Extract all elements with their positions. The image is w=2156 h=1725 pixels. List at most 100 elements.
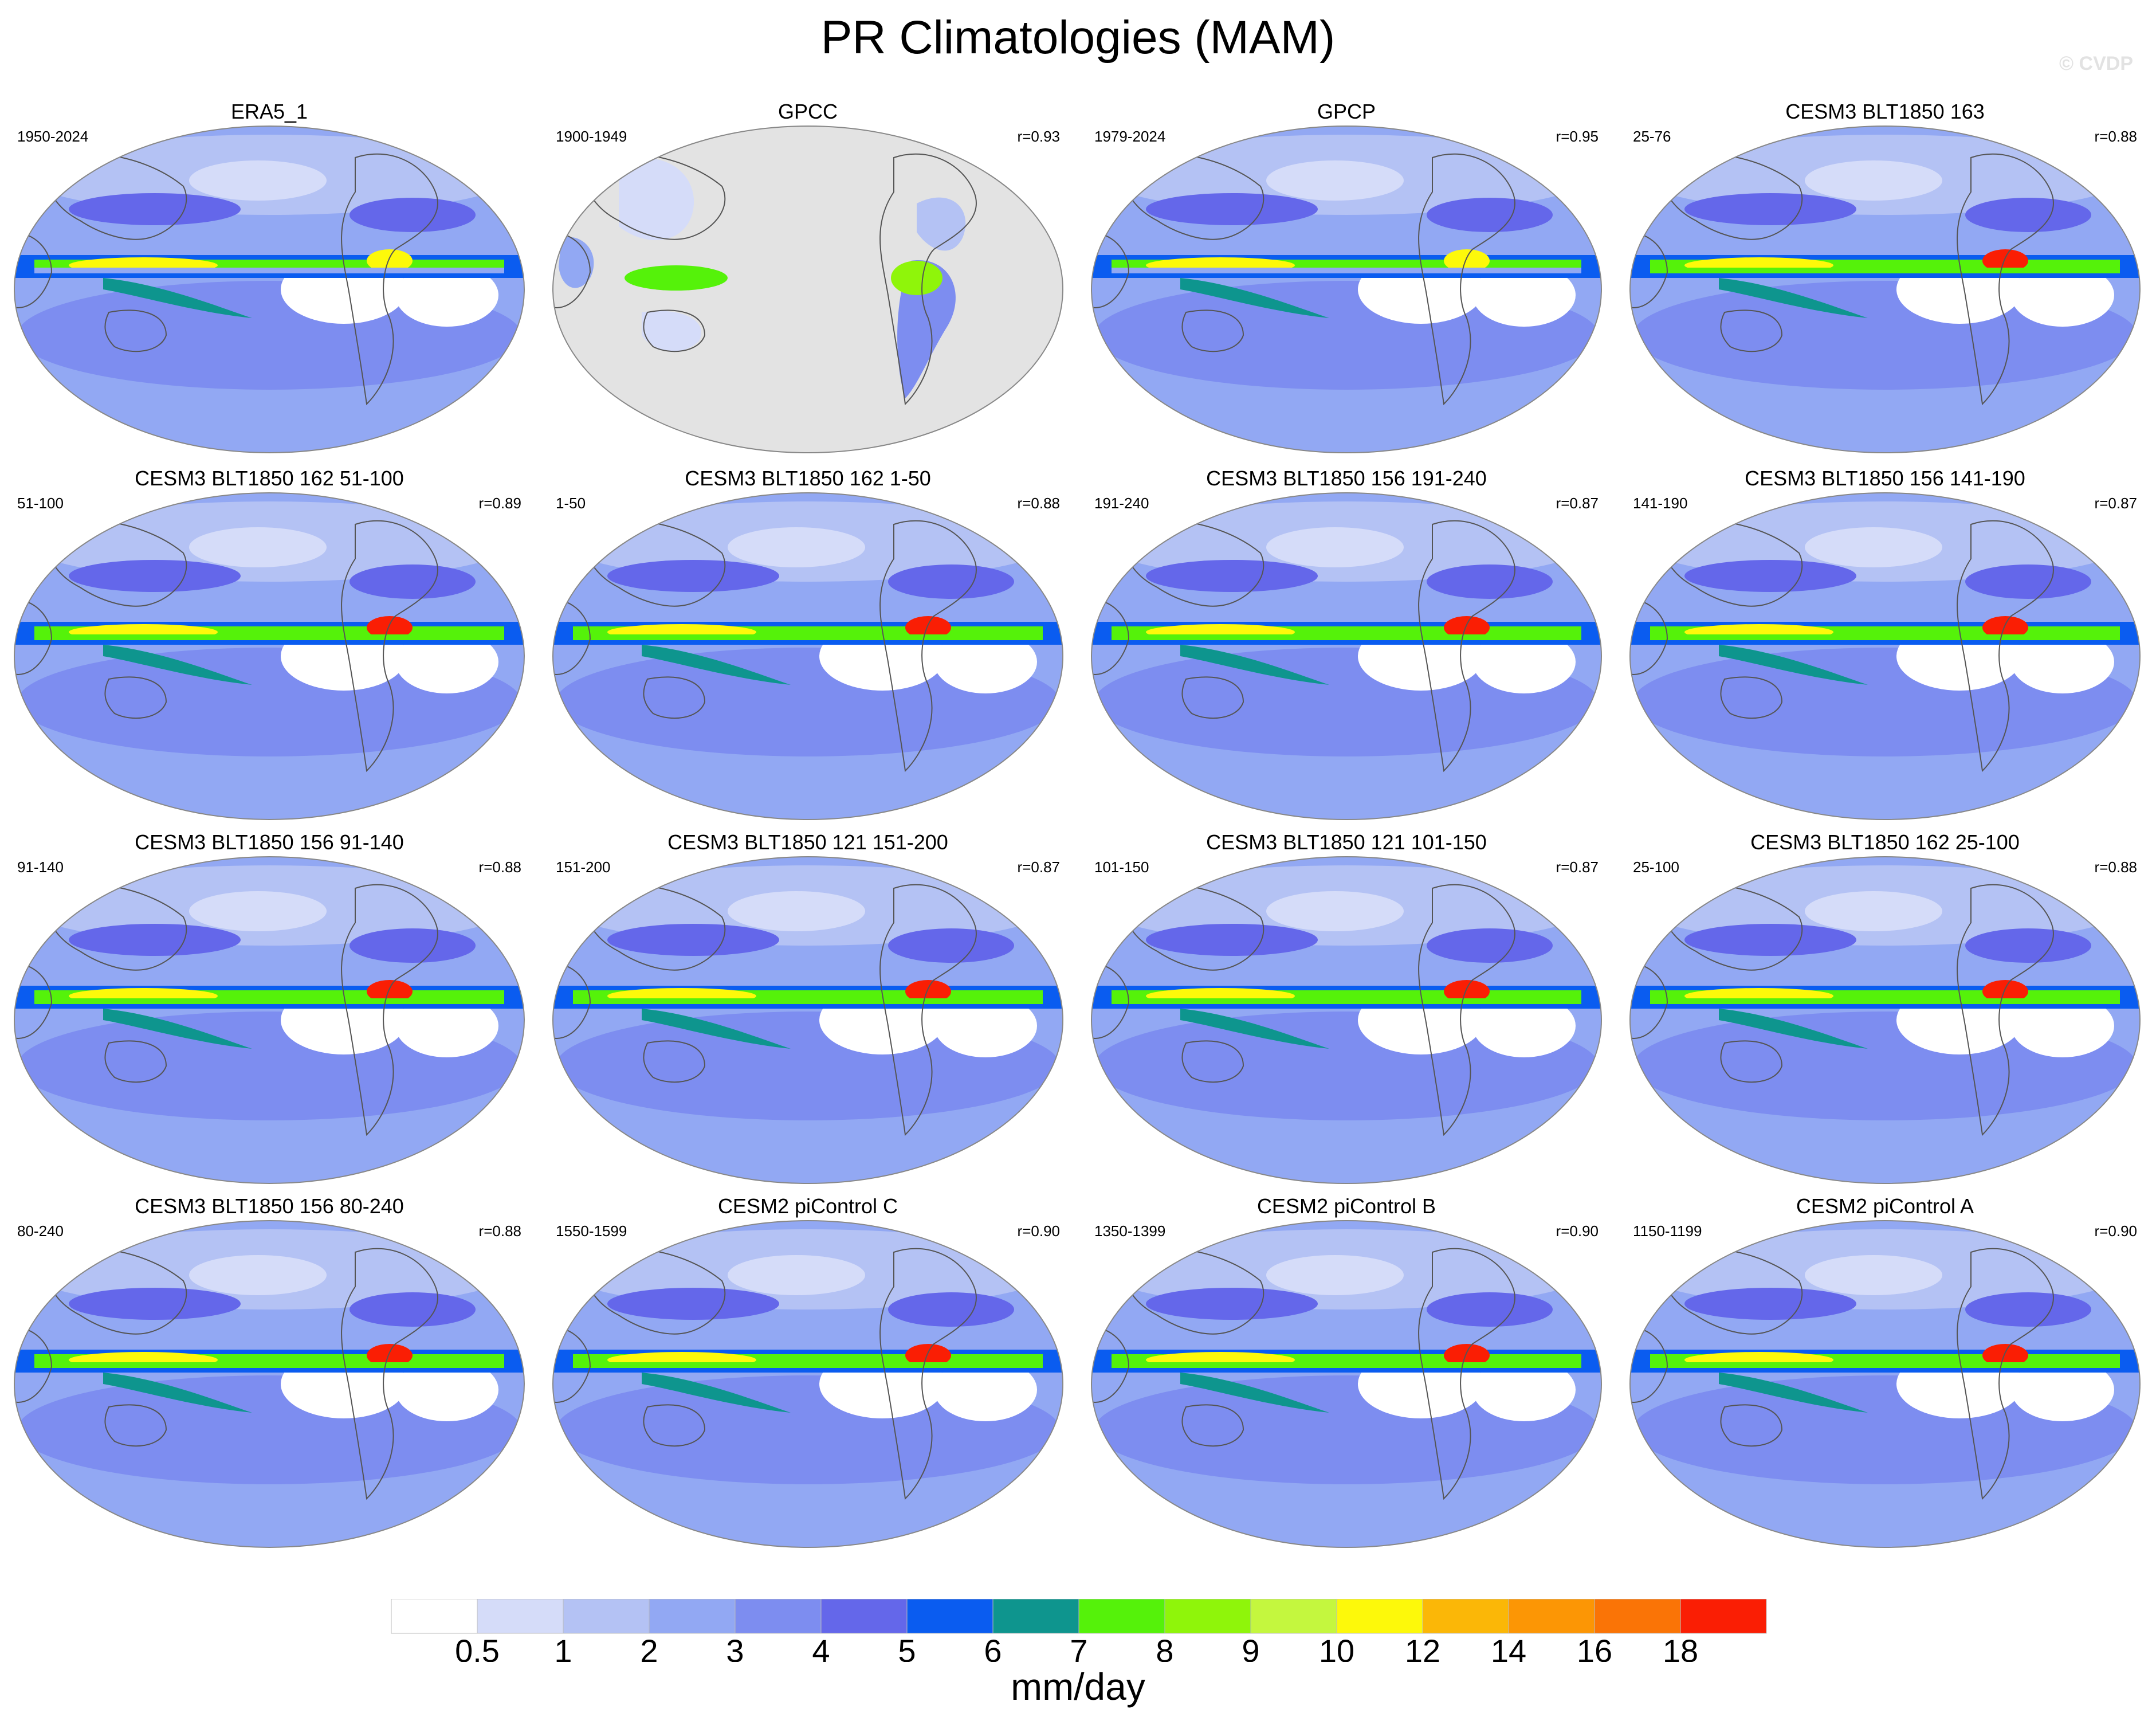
spcz: [642, 1009, 791, 1049]
north-atlantic-storm-track: [349, 1292, 476, 1327]
spcz: [103, 645, 252, 685]
amazon-max: [1444, 980, 1490, 1003]
africa-outline: [14, 962, 53, 1039]
panel-pattern-correlation: r=0.88: [1017, 495, 1060, 512]
americas-outline: [1418, 153, 1515, 406]
spcz: [103, 278, 252, 318]
africa-outline: [14, 231, 53, 308]
panel-period: 1900-1949: [556, 128, 627, 145]
amazon-max: [367, 980, 413, 1003]
south-atlantic-dry: [1472, 264, 1576, 327]
colorbar-swatch-8: [992, 1599, 1079, 1634]
north-pacific-storm-track: [69, 193, 241, 225]
amazon-max: [905, 980, 951, 1003]
north-atlantic-storm-track: [888, 564, 1014, 599]
eurasia-outline: [1660, 1247, 1803, 1335]
north-pacific-storm-track: [1146, 193, 1318, 225]
panel-period: 1-50: [556, 495, 586, 512]
panel-map: [14, 856, 525, 1184]
colorbar-tick-label: 10: [1319, 1633, 1354, 1662]
eurasia-outline: [1121, 519, 1264, 607]
panel-map-container: [1627, 1218, 2143, 1553]
australia-precip: [642, 311, 701, 352]
panel-map: [1091, 492, 1602, 820]
panel-map-container: [11, 123, 527, 458]
panel-map-container: [550, 490, 1066, 825]
eurasia-outline: [44, 519, 187, 607]
panel-period: 1979-2024: [1094, 128, 1166, 145]
north-atlantic-storm-track: [1427, 198, 1553, 232]
panel-period: 80-240: [17, 1222, 64, 1240]
map-border: [1091, 1220, 1602, 1548]
colorbar-swatch-12: [1336, 1599, 1423, 1634]
panel-title: GPCC: [777, 100, 838, 123]
north-atlantic-storm-track: [1427, 564, 1553, 599]
panel-period: 91-140: [17, 858, 64, 876]
north-atlantic-storm-track: [888, 1292, 1014, 1327]
north-atlantic-storm-track: [349, 928, 476, 963]
south-atlantic-dry: [395, 994, 498, 1057]
americas-outline: [879, 153, 977, 406]
colorbar-tick-label: 4: [812, 1633, 830, 1662]
eurasia-outline: [44, 152, 187, 240]
australia-outline: [1181, 309, 1244, 352]
panel-title: CESM3 BLT1850 156 141-190: [1745, 466, 2025, 490]
panel-period: 25-100: [1633, 858, 1679, 876]
map-panel-cesm3-blt1850-162-1-50: CESM3 BLT1850 162 1-50 1-50 r=0.88: [544, 467, 1071, 822]
australia-outline: [1181, 1040, 1244, 1083]
amazon-max: [367, 249, 413, 272]
south-atlantic-dry: [2011, 994, 2114, 1057]
panel-map-container: [550, 854, 1066, 1189]
africa-outline: [1091, 598, 1130, 675]
map-border: [1629, 126, 2141, 453]
australia-outline: [643, 1040, 706, 1083]
amazon-max: [905, 1344, 951, 1367]
panel-title: CESM3 BLT1850 156 91-140: [135, 830, 404, 854]
panel-map: [552, 126, 1063, 453]
colorbar: 0.5 1 2 3 4 5 6 7 8 9 10 12 14 16 18: [391, 1599, 1767, 1662]
panel-title: CESM3 BLT1850 156 80-240: [135, 1194, 404, 1218]
north-pacific-storm-track: [607, 924, 779, 956]
australia-outline: [1720, 1404, 1783, 1447]
double-itcz: [1112, 1362, 1581, 1368]
australia-outline: [643, 1404, 706, 1447]
map-border: [1091, 492, 1602, 820]
double-itcz: [34, 1362, 504, 1368]
panel-map-container: [1089, 123, 1604, 458]
panel-title: CESM3 BLT1850 162 51-100: [135, 466, 404, 490]
amazon-max: [891, 261, 942, 295]
amazon-max: [1444, 1344, 1490, 1367]
eurasia-outline: [583, 1247, 726, 1335]
map-panel-era5-1: ERA5_1 1950-2024: [6, 100, 533, 456]
eurasia-outline: [1121, 152, 1264, 240]
south-atlantic-dry: [2011, 264, 2114, 327]
panel-map-container: [1089, 1218, 1604, 1553]
north-atlantic-storm-track: [1427, 1292, 1553, 1327]
panel-pattern-correlation: r=0.90: [1556, 1222, 1599, 1240]
spcz: [1719, 1009, 1868, 1049]
north-pacific-storm-track: [1684, 924, 1856, 956]
eurasia-outline: [44, 1247, 187, 1335]
south-atlantic-dry: [395, 1358, 498, 1421]
panel-map-container: [550, 1218, 1066, 1553]
australia-outline: [1720, 1040, 1783, 1083]
panel-map: [1629, 856, 2141, 1184]
colorbar-swatch-1: [391, 1599, 478, 1634]
americas-outline: [1957, 884, 2054, 1136]
south-atlantic-dry: [2011, 1358, 2114, 1421]
panel-title: CESM2 piControl A: [1796, 1194, 1974, 1218]
map-panel-cesm3-blt1850-121-151-200: CESM3 BLT1850 121 151-200 151-200 r=0.87: [544, 831, 1071, 1186]
eurasia-outline: [1121, 1247, 1264, 1335]
panel-period: 1350-1399: [1094, 1222, 1166, 1240]
australia-outline: [104, 676, 167, 719]
map-panel-cesm3-blt1850-156-91-140: CESM3 BLT1850 156 91-140 91-140 r=0.88: [6, 831, 533, 1186]
eurasia-outline: [1660, 883, 1803, 971]
africa-outline: [553, 962, 591, 1039]
panel-pattern-correlation: r=0.87: [1556, 495, 1599, 512]
north-pacific-dry: [1266, 527, 1404, 567]
eurasia-outline: [1660, 152, 1803, 240]
australia-outline: [643, 309, 706, 352]
south-atlantic-dry: [934, 630, 1037, 693]
double-itcz: [573, 634, 1043, 640]
panel-pattern-correlation: r=0.88: [478, 858, 521, 876]
